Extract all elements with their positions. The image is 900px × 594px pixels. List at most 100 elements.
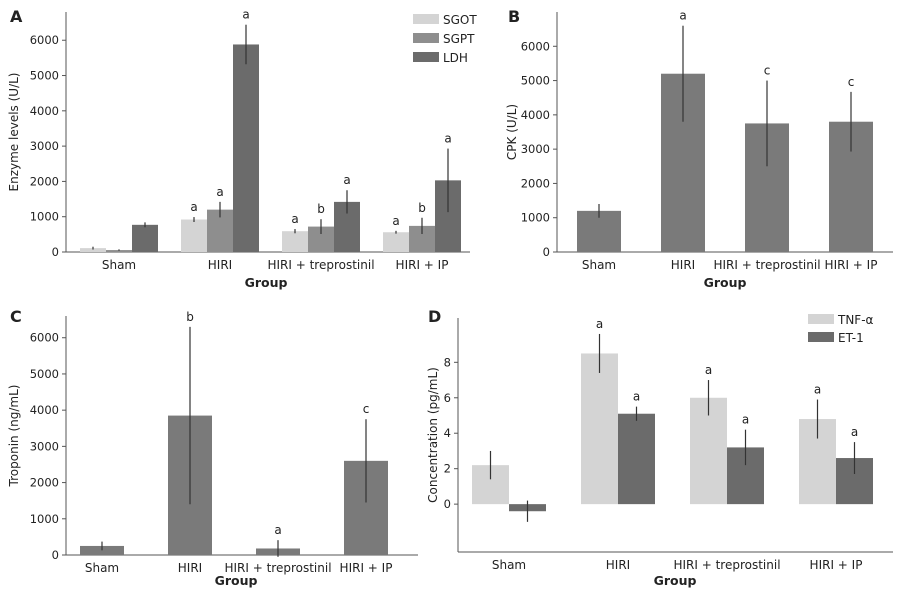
legend-swatch [413,52,439,62]
legend-label: SGPT [443,32,475,46]
y-tick-label: 5000 [521,74,550,88]
x-tick-label: HIRI + treprostinil [267,258,374,272]
y-tick-label: 6000 [521,39,550,53]
bar [383,232,409,252]
bar [282,231,308,252]
significance-label: a [596,317,603,331]
x-tick-label: Sham [85,561,119,575]
bar [577,210,621,252]
x-tick-label: HIRI + IP [825,258,878,272]
significance-label: a [190,200,197,214]
x-tick-label: HIRI + IP [396,258,449,272]
y-tick-label: 6000 [30,33,59,47]
significance-label: a [679,9,686,23]
y-tick-label: 3000 [30,439,59,453]
panel-letter: D [428,307,441,326]
legend-swatch [413,14,439,24]
x-tick-label: Sham [102,258,136,272]
y-tick-label: 4000 [30,104,59,118]
significance-label: a [274,523,281,537]
y-tick-label: 8 [444,355,451,369]
x-tick-label: Sham [492,558,526,572]
significance-label: a [343,173,350,187]
x-tick-label: HIRI [606,558,630,572]
legend-swatch [413,33,439,43]
panel-letter: A [10,7,23,26]
y-tick-label: 1000 [30,210,59,224]
y-tick-label: 1000 [30,512,59,526]
legend-label: SGOT [443,13,477,27]
significance-label: a [851,425,858,439]
y-tick-label: 5000 [30,69,59,83]
y-tick-label: 2 [444,462,451,476]
significance-label: a [633,390,640,404]
bar [233,44,259,253]
legend-label: LDH [443,51,468,65]
significance-label: a [242,8,249,22]
significance-label: a [216,185,223,199]
panel-c: C 0 1000 2000 3000 4000 5000 6000 Troponin (ng/m… [7,307,418,588]
significance-label: a [291,212,298,226]
y-axis-label: Concentration (pg/mL) [426,367,440,503]
y-axis-label: Troponin (ng/mL) [7,385,21,488]
bar [581,353,618,505]
bar [106,250,132,252]
significance-label: b [186,310,194,324]
y-tick-label: 3000 [521,142,550,156]
bar [618,413,655,505]
x-tick-label: HIRI [208,258,232,272]
y-axis-label: Enzyme levels (U/L) [7,73,21,192]
x-tick-label: HIRI + treprostinil [224,561,331,575]
panel-letter: B [508,7,520,26]
significance-label: a [742,413,749,427]
bar [181,219,207,252]
y-tick-label: 3000 [30,139,59,153]
y-tick-label: 0 [543,245,550,259]
y-tick-label: 2000 [30,174,59,188]
x-axis-label: Group [215,573,258,588]
significance-label: c [363,402,370,416]
y-tick-label: 4 [444,426,451,440]
y-tick-label: 6000 [30,331,59,345]
y-tick-label: 0 [444,497,451,511]
x-axis-label: Group [704,275,747,290]
significance-label: a [444,132,451,146]
legend-swatch [808,332,834,342]
panel-d: D 0 2 4 6 8 Concentration (pg/mL) Group Sham HIRI… [426,307,893,588]
y-tick-label: 4000 [521,108,550,122]
y-tick-label: 2000 [30,476,59,490]
x-axis-label: Group [245,275,288,290]
bar [80,545,124,555]
bar [80,248,106,252]
significance-label: c [764,64,771,78]
significance-label: a [814,383,821,397]
significance-label: a [392,214,399,228]
legend-swatch [808,314,834,324]
y-tick-label: 0 [52,548,59,562]
y-tick-label: 2000 [521,176,550,190]
significance-label: b [317,202,325,216]
significance-label: c [848,75,855,89]
x-tick-label: Sham [582,258,616,272]
x-tick-label: HIRI + IP [340,561,393,575]
x-tick-label: HIRI + IP [810,558,863,572]
legend-label: ET-1 [838,331,864,345]
panel-b: B 0 1000 2000 3000 4000 5000 6000 CPK (U/L) Group… [505,7,893,290]
bar [132,224,158,252]
legend-label: TNF-α [837,313,874,327]
y-axis-label: CPK (U/L) [505,104,519,160]
x-axis-label: Group [654,573,697,588]
y-tick-label: 5000 [30,367,59,381]
x-tick-label: HIRI + treprostinil [673,558,780,572]
significance-label: a [705,363,712,377]
x-tick-label: HIRI [178,561,202,575]
y-tick-label: 0 [52,245,59,259]
panel-letter: C [10,307,22,326]
significance-label: b [418,201,426,215]
x-tick-label: HIRI [671,258,695,272]
y-tick-label: 6 [444,391,451,405]
y-tick-label: 1000 [521,211,550,225]
panel-a: A 0 1000 2000 3000 4000 5000 6000 Enzyme levels … [7,7,477,290]
x-tick-label: HIRI + treprostinil [713,258,820,272]
